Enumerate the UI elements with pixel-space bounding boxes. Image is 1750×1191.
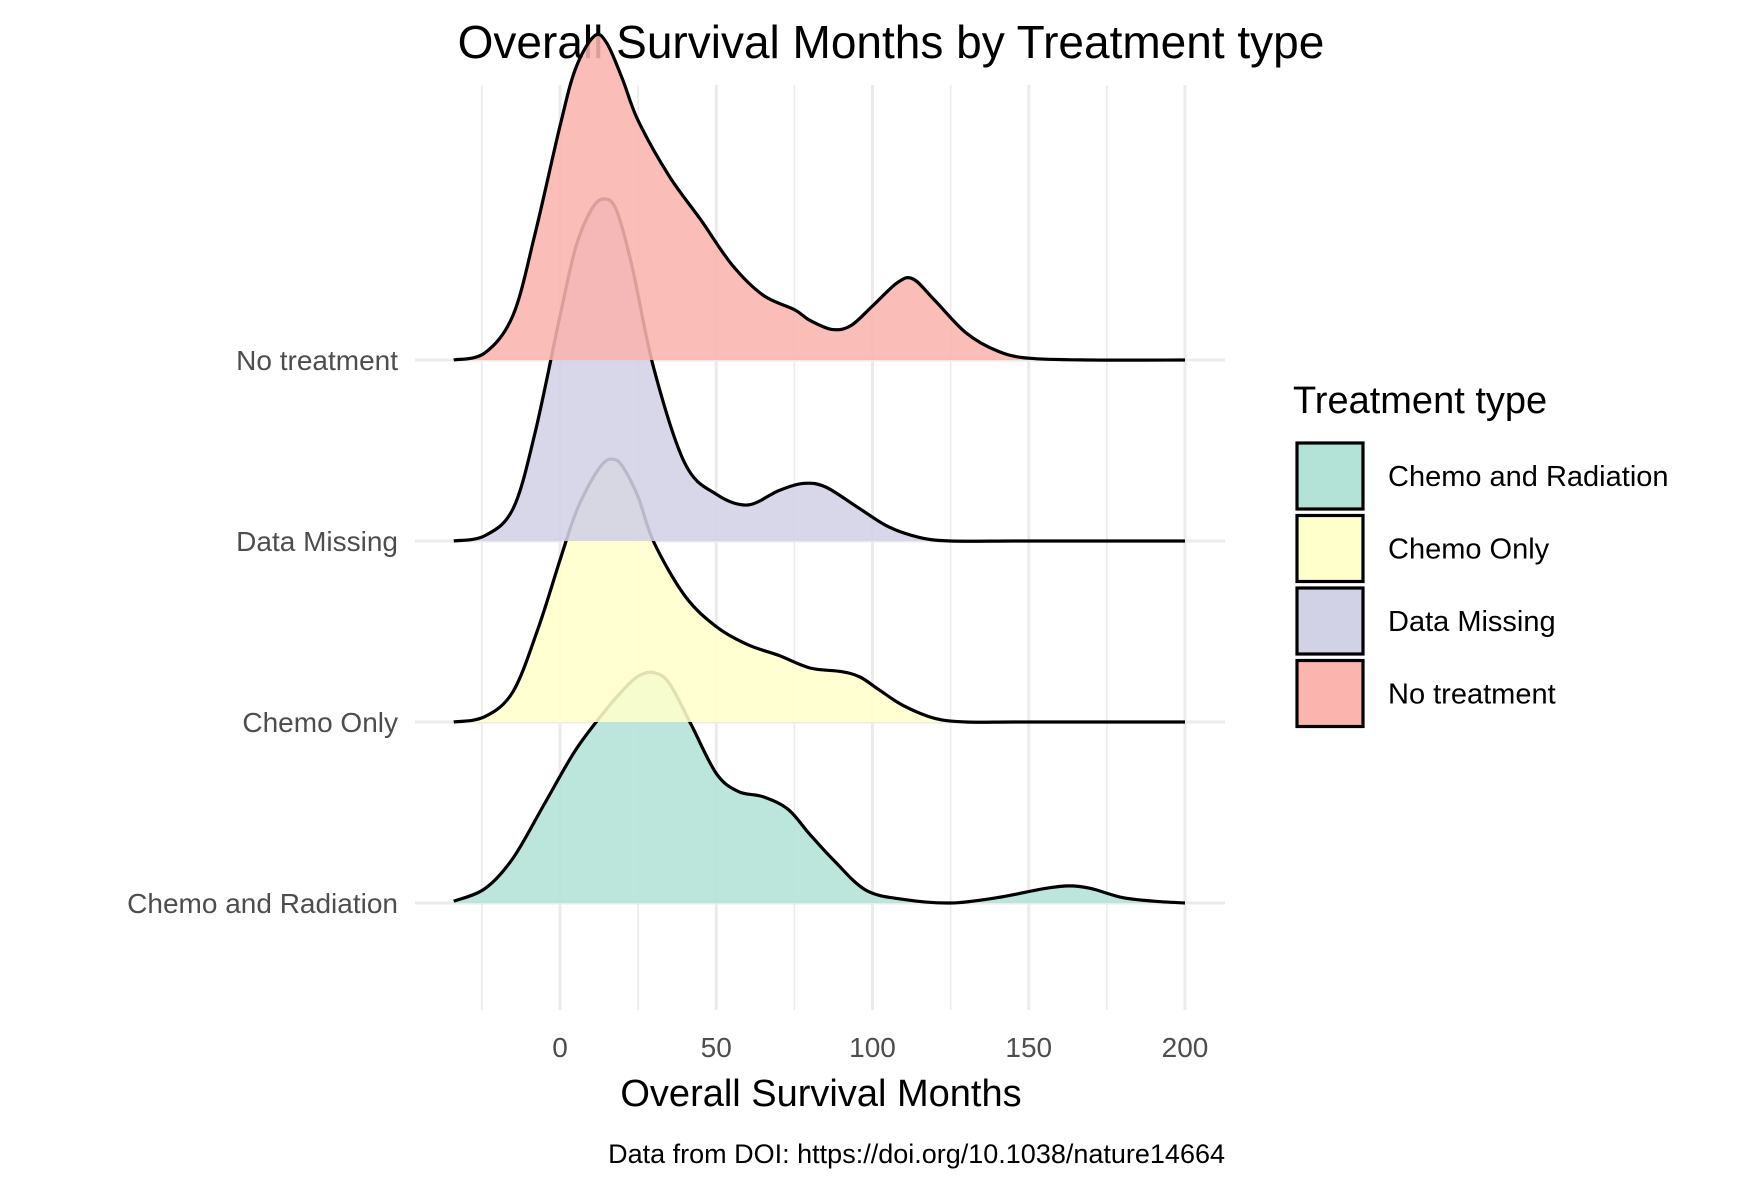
legend-swatch [1295,658,1365,729]
x-tick-label: 50 [701,1032,732,1063]
y-tick-label: Data Missing [236,526,398,557]
ridge-no-treatment [453,32,1186,362]
legend-label: No treatment [1388,679,1556,711]
ridge-series [453,32,1186,905]
x-axis-title: Overall Survival Months [620,1073,1021,1115]
ridge-chemo-and-radiation [453,670,1186,905]
y-axis-labels: Chemo and Radiation Chemo Only Data Missin… [127,345,398,919]
legend-label: Chemo Only [1388,534,1550,566]
y-tick-label: Chemo Only [242,707,398,738]
legend-entry: Chemo Only [1295,513,1550,584]
legend: Treatment type Chemo and RadiationChemo … [1293,380,1669,729]
plot-panel [415,32,1225,1010]
x-tick-label: 200 [1162,1032,1209,1063]
ridge-outline [453,457,1185,724]
x-tick-label: 0 [552,1032,568,1063]
legend-entry: No treatment [1295,658,1556,729]
legend-swatch [1295,441,1365,511]
legend-swatch [1295,513,1365,584]
ridge-outline [453,670,1186,905]
legend-entry: Data Missing [1295,586,1556,656]
x-tick-label: 150 [1005,1032,1052,1063]
ridge-outline [453,32,1186,362]
ridge-area [453,34,1185,361]
legend-title: Treatment type [1293,380,1547,422]
legend-entry: Chemo and Radiation [1295,441,1669,511]
ridge-area [453,672,1185,904]
x-tick-label: 100 [849,1032,896,1063]
legend-label: Chemo and Radiation [1388,461,1669,493]
legend-entries: Chemo and Radiation Chemo Only Data Missin… [1295,441,1669,729]
chart-caption: Data from DOI: https://doi.org/10.1038/n… [608,1139,1225,1169]
y-tick-label: Chemo and Radiation [127,888,398,919]
y-tick-label: No treatment [236,345,398,376]
legend-swatch [1295,586,1365,656]
legend-label: Data Missing [1388,606,1556,638]
ridge-area [453,198,1185,542]
x-axis-tick-labels: 0 50 100 150 200 [552,1032,1208,1063]
